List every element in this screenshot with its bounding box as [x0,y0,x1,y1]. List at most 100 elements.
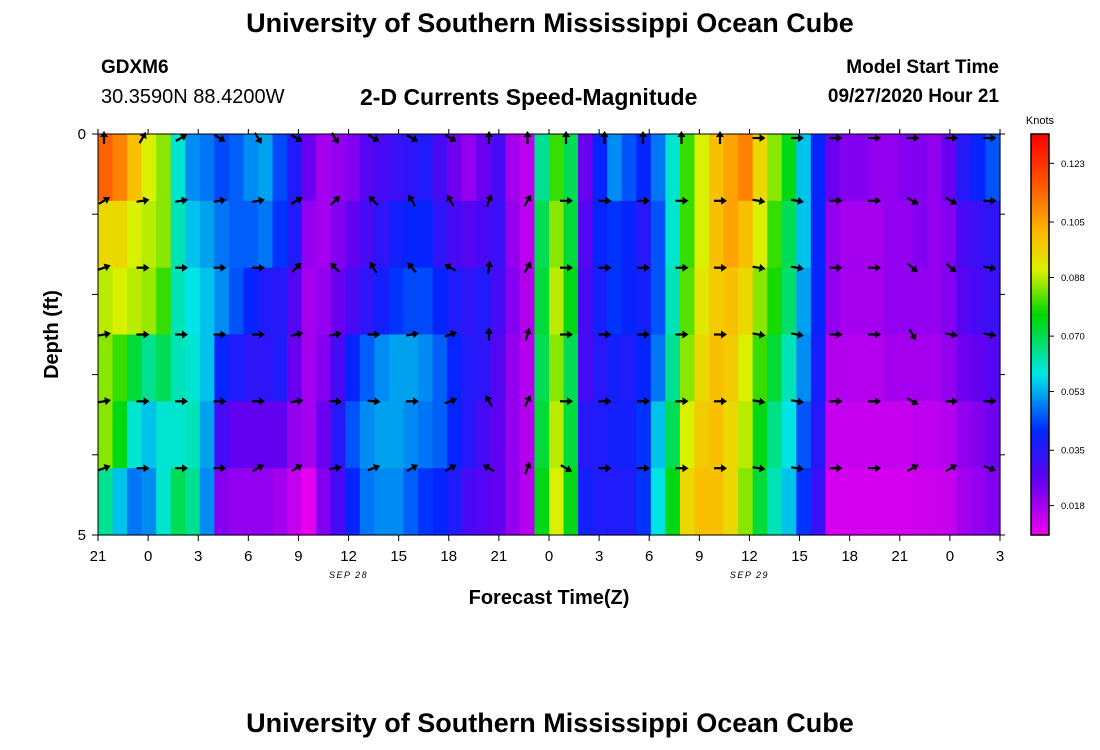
heatmap-cell [636,267,652,336]
current-arrow [714,397,727,406]
heatmap-cell [665,468,681,536]
heatmap-cell [549,468,565,536]
heatmap-cell [432,334,448,402]
arrow-head [682,196,689,205]
heatmap-cell [519,200,536,269]
heatmap-cell [199,267,215,336]
heatmap-cell [447,200,463,269]
heatmap-cell [941,334,957,402]
heatmap-cell [912,334,928,402]
heatmap-cell [854,134,870,202]
arrow-head [605,330,612,339]
heatmap-cell [694,468,710,536]
heatmap-cell [738,468,754,536]
heatmap-cell [403,200,419,269]
x-tick-label: 6 [244,548,252,565]
arrow-head [644,330,650,339]
current-arrow [213,397,227,406]
colorbar-tick-label: 0.053 [1061,387,1085,398]
heatmap-cell [170,200,186,269]
current-arrow [752,397,766,406]
heatmap-cell [258,134,274,202]
heatmap-cell [621,334,637,402]
heatmap-cell [970,401,987,469]
heatmap-cell [388,401,405,469]
current-arrow [829,397,843,406]
heatmap-cell [941,468,957,536]
heatmap-cell [665,267,681,336]
heatmap-cell [883,134,899,202]
heatmap-cell [98,468,114,536]
current-arrow [983,330,997,339]
arrow-head [797,464,804,473]
current-arrow [368,195,379,206]
arrow-head [450,330,458,338]
heatmap-cell [185,267,201,336]
heatmap-cell [447,468,463,536]
heatmap-cell [287,468,303,536]
current-arrow [637,330,650,339]
heatmap-cell [927,334,943,402]
y-tick-label: 0 [78,126,86,143]
top-site-title: University of Southern Mississippi Ocean… [246,8,854,38]
heatmap-cell [767,401,783,469]
heatmap-cell [330,200,346,269]
arrow-head [450,397,458,405]
heatmap-cell [927,200,943,269]
heatmap-cell [767,134,783,202]
heatmap-cell [941,267,957,336]
model-start-label: Model Start Time [846,57,999,78]
current-arrow [598,196,612,205]
heatmap-cell [156,334,172,402]
current-arrow [523,194,532,207]
current-arrow [791,134,804,142]
heatmap-cell [214,401,230,469]
heatmap-cell [388,334,405,402]
heatmap-cell [810,401,827,469]
x-tick-label: 12 [340,548,357,565]
x-tick-label: 0 [545,548,553,565]
arrow-head [143,263,150,272]
arrow-head [408,194,415,202]
heatmap-cell [767,468,783,536]
heatmap-cell [476,200,492,269]
heatmap-cell [185,200,201,269]
heatmap-cell [316,267,332,336]
heatmap-cell [752,134,768,202]
current-arrow [482,464,495,473]
current-arrow [523,327,532,341]
heatmap-cell [912,200,928,269]
heatmap-cell [519,134,536,202]
heatmap-cell [970,334,987,402]
heatmap-cell [810,468,827,536]
heatmap-cell [156,200,172,269]
heatmap-cell [592,401,608,469]
heatmap-cell [316,200,332,269]
heatmap-cell [345,134,361,202]
heatmap-cell [709,200,725,269]
heatmap-cell [345,267,361,336]
heatmap-cell [709,267,725,336]
current-arrow [714,330,727,339]
heatmap-cell [359,401,376,469]
heatmap-cell [854,334,870,402]
heatmap-cell [898,200,914,269]
current-arrow [637,263,650,272]
arrow-head [368,195,376,203]
heatmap-cells [98,134,1001,536]
heatmap-cell [578,267,594,336]
current-arrow [675,263,689,272]
current-arrow [444,263,457,272]
heatmap-cell [621,468,637,536]
current-arrow [406,134,419,142]
current-arrow [790,197,804,205]
current-arrow [868,464,881,473]
heatmap-cell [258,334,274,402]
current-arrow [444,134,457,142]
heatmap-cell [112,401,128,469]
current-arrow [485,260,494,274]
arrow-head [605,196,612,205]
heatmap-cell [388,200,405,269]
current-arrow [136,397,150,406]
arrow-head [410,464,419,472]
